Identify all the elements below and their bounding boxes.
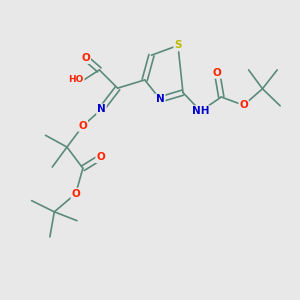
Text: O: O bbox=[239, 100, 248, 110]
Text: N: N bbox=[97, 104, 106, 114]
Text: N: N bbox=[156, 94, 165, 104]
Text: O: O bbox=[213, 68, 221, 78]
Text: O: O bbox=[81, 53, 90, 63]
Text: S: S bbox=[174, 40, 182, 50]
Text: HO: HO bbox=[68, 75, 84, 84]
Text: O: O bbox=[79, 121, 87, 131]
Text: O: O bbox=[71, 189, 80, 199]
Text: O: O bbox=[96, 152, 105, 162]
Text: NH: NH bbox=[192, 106, 209, 116]
